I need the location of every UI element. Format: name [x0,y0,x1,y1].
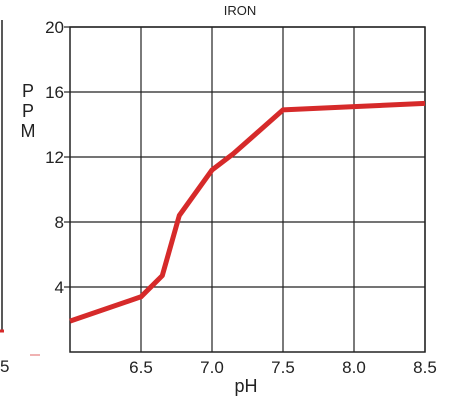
series-line-0 [69,100,426,324]
x-tick-labels: 6.5 7.0 7.5 8.0 8.5 [129,358,437,377]
x-tick-label-2: 7.5 [271,358,295,377]
y-tick-label-3: 16 [45,83,64,102]
y-tick-label-1: 8 [55,213,64,232]
x-tick-label-4: 8.5 [413,358,437,377]
x-axis-label: pH [234,376,257,396]
y-tick-label-2: 12 [45,148,64,167]
y-tick-labels: 4 8 12 16 20 [45,18,64,297]
chart-title: IRON [224,3,257,18]
y-axis-label-letter-2: M [21,121,36,141]
x-tick-label-0: 6.5 [129,358,153,377]
x-tick-label-1: 7.0 [200,358,224,377]
y-axis-label: PPM [21,81,36,141]
left-chart-fragment: 5 [0,20,40,376]
y-axis-label-letter-1: P [22,101,34,121]
y-axis-label-letter-0: P [22,81,34,101]
y-tick-label-4: 20 [45,18,64,37]
series-group [69,100,426,324]
left-fragment-tick-label: 5 [0,357,9,376]
x-tick-label-3: 8.0 [342,358,366,377]
y-tick-label-0: 4 [55,278,64,297]
